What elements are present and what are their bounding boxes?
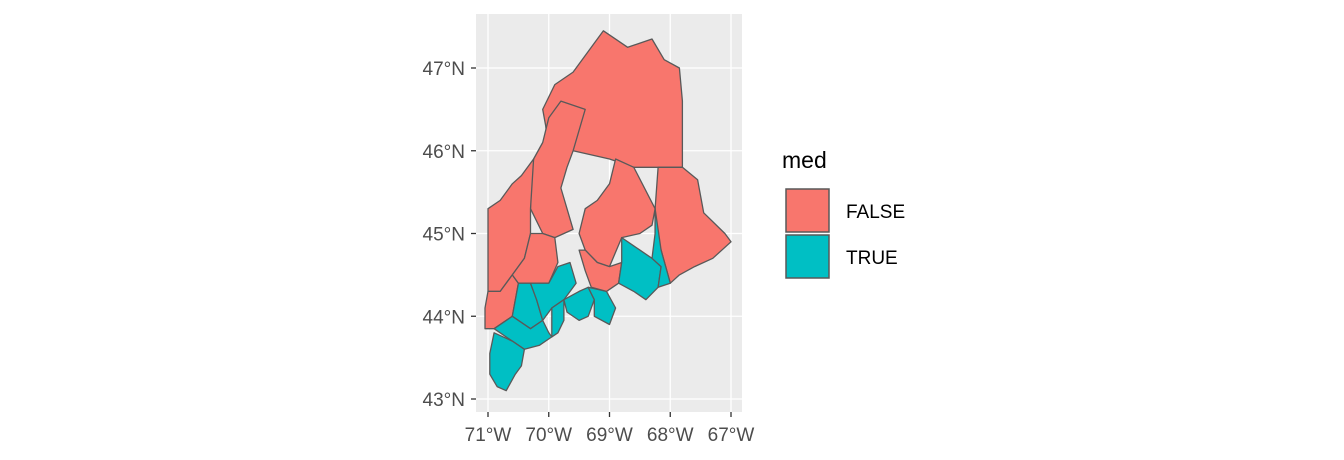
legend-label-false: FALSE	[846, 202, 905, 223]
legend-label-true: TRUE	[846, 248, 898, 269]
x-tick-label: 70°W	[525, 425, 572, 446]
county-region	[529, 261, 577, 322]
x-tick-label: 71°W	[465, 425, 512, 446]
x-tick-label: 67°W	[708, 425, 755, 446]
x-tick-label: 68°W	[647, 425, 694, 446]
legend-title: med	[782, 147, 827, 173]
county-region	[651, 208, 671, 288]
y-tick-label: 46°N	[423, 142, 465, 163]
county-region	[493, 315, 553, 350]
legend-key-true	[785, 234, 830, 279]
x-axis: 71°W 70°W 69°W 68°W 67°W	[465, 412, 755, 446]
y-tick-label: 44°N	[423, 307, 465, 328]
y-tick-label: 45°N	[423, 225, 465, 246]
county-region	[489, 332, 526, 392]
y-tick-label: 47°N	[423, 59, 465, 80]
legend: med FALSE TRUE	[782, 147, 905, 279]
y-tick-label: 43°N	[423, 390, 465, 411]
county-regions	[484, 30, 732, 392]
county-region	[551, 299, 565, 338]
y-axis: 43°N 44°N 45°N 46°N 47°N	[423, 59, 476, 411]
legend-key-false	[785, 188, 830, 233]
x-tick-label: 69°W	[586, 425, 633, 446]
